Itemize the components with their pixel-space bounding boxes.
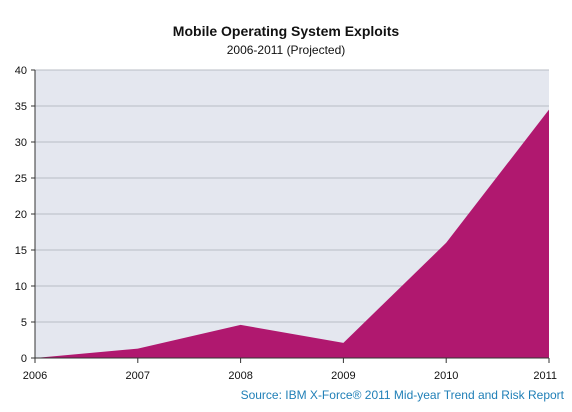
y-tick-label: 25 — [15, 173, 27, 185]
x-tick-label: 2009 — [331, 370, 355, 382]
y-tick-label: 5 — [21, 317, 27, 329]
chart-subtitle: 2006-2011 (Projected) — [227, 43, 346, 57]
y-tick-label: 40 — [15, 65, 27, 77]
chart-title: Mobile Operating System Exploits — [173, 23, 400, 39]
x-tick-label: 2010 — [434, 370, 458, 382]
x-tick-label: 2011 — [533, 370, 557, 382]
y-axis-ticks: 0 5 10 15 20 25 30 35 40 — [15, 65, 35, 365]
y-tick-label: 15 — [15, 245, 27, 257]
y-tick-label: 30 — [15, 137, 27, 149]
gridlines — [35, 69, 549, 323]
y-tick-label: 20 — [15, 209, 27, 221]
area-series — [35, 109, 549, 358]
y-tick-label: 35 — [15, 101, 27, 113]
x-tick-label: 2006 — [23, 370, 47, 382]
y-tick-label: 10 — [15, 281, 27, 293]
y-tick-label: 0 — [21, 353, 27, 365]
source-note: Source: IBM X-Force® 2011 Mid-year Trend… — [241, 388, 565, 402]
x-tick-label: 2008 — [228, 370, 252, 382]
x-axis-ticks: 2006 2007 2008 2009 2010 2011 — [23, 358, 557, 382]
x-tick-label: 2007 — [126, 370, 150, 382]
